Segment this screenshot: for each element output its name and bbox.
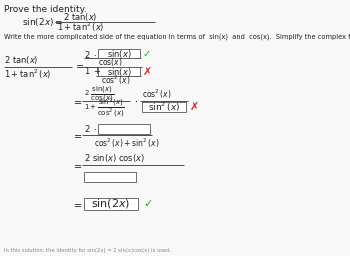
FancyBboxPatch shape [142, 102, 186, 112]
Text: Write the more complicated side of the equation in terms of  sin(x)  and  cos(x): Write the more complicated side of the e… [4, 34, 350, 40]
Text: $\cdot$: $\cdot$ [134, 96, 138, 106]
Text: ✓: ✓ [143, 199, 152, 209]
Text: $2\ \tan(x)$: $2\ \tan(x)$ [4, 54, 38, 66]
Text: $=$: $=$ [72, 130, 83, 140]
Text: $\sin(x)$: $\sin(x)$ [107, 66, 131, 78]
Text: $\cos^2(x)$: $\cos^2(x)$ [101, 73, 131, 87]
Text: ✗: ✗ [190, 102, 199, 112]
Text: $=$: $=$ [72, 199, 83, 209]
Text: ✓: ✓ [143, 48, 151, 59]
Text: $\cos^2(x)$: $\cos^2(x)$ [142, 87, 172, 101]
Text: $\sin(2x)$: $\sin(2x)$ [91, 197, 131, 210]
Text: $=$: $=$ [72, 96, 83, 106]
Text: $\sin^2(x)$: $\sin^2(x)$ [148, 100, 180, 114]
Text: $2\ \dfrac{\sin(x)}{\cos(x)}$: $2\ \dfrac{\sin(x)}{\cos(x)}$ [84, 84, 114, 104]
Text: $2\ \cdot$: $2\ \cdot$ [84, 123, 97, 134]
Text: $1 + \tan^2(x)$: $1 + \tan^2(x)$ [4, 67, 51, 81]
Text: =: = [76, 62, 84, 72]
Text: ✗: ✗ [143, 67, 152, 77]
Text: $2\ \tan(x)$: $2\ \tan(x)$ [63, 11, 98, 23]
Text: $1\ +$: $1\ +$ [84, 66, 102, 77]
Text: $1 + \dfrac{\sin^2(x)}{\cos^2(x)}$: $1 + \dfrac{\sin^2(x)}{\cos^2(x)}$ [84, 97, 125, 119]
FancyBboxPatch shape [84, 198, 138, 210]
FancyBboxPatch shape [98, 49, 140, 58]
Text: In this solution, the identity for sin(2x) = 2 sin(x)cos(x) is used.: In this solution, the identity for sin(2… [4, 248, 171, 253]
Text: $\sin(2x) =$: $\sin(2x) =$ [22, 16, 63, 28]
FancyBboxPatch shape [98, 124, 150, 134]
Text: $=$: $=$ [72, 160, 83, 170]
Text: $\cos(x)$: $\cos(x)$ [98, 56, 122, 68]
Text: $2\ \sin(x)\ \cos(x)$: $2\ \sin(x)\ \cos(x)$ [84, 152, 145, 164]
Text: Prove the identity.: Prove the identity. [4, 5, 87, 14]
Text: $1 + \tan^2(x)$: $1 + \tan^2(x)$ [57, 20, 105, 34]
Text: $2\ \cdot$: $2\ \cdot$ [84, 48, 97, 59]
FancyBboxPatch shape [84, 172, 136, 182]
Text: $\sin(x)$: $\sin(x)$ [107, 48, 131, 59]
FancyBboxPatch shape [98, 67, 140, 76]
Text: $\cos^2(x) + \sin^2(x)$: $\cos^2(x) + \sin^2(x)$ [94, 136, 159, 150]
